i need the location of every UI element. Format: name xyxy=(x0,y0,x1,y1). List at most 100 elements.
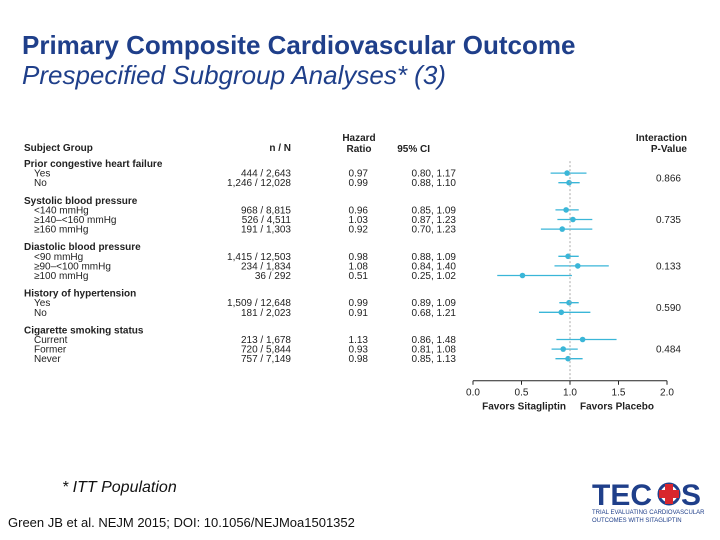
row-label: Never xyxy=(34,354,61,365)
row-nn: 234 / 1,834 xyxy=(241,261,291,272)
row-label: No xyxy=(34,178,47,189)
interaction-p-value: 0.133 xyxy=(656,261,681,272)
row-hr: 0.51 xyxy=(349,271,369,282)
logo-tagline-2: OUTCOMES WITH SITAGLIPTIN xyxy=(592,518,682,524)
row-label: <140 mmHg xyxy=(34,205,89,216)
group-label: Prior congestive heart failure xyxy=(24,159,163,170)
row-hr: 0.98 xyxy=(349,354,369,365)
hr-point xyxy=(566,179,572,186)
logo-text-left: TEC xyxy=(592,479,652,512)
row-hr: 1.03 xyxy=(349,215,369,226)
row-hr: 0.93 xyxy=(349,345,369,356)
logo-emblem-icon xyxy=(657,482,681,506)
row-label: No xyxy=(34,308,47,319)
row-hr: 0.96 xyxy=(349,205,369,216)
col-header-nn: n / N xyxy=(269,143,291,154)
row-label: ≥90–<100 mmHg xyxy=(34,261,111,272)
row-nn: 720 / 5,844 xyxy=(241,345,291,356)
row-ci: 0.88, 1.10 xyxy=(412,178,457,189)
interaction-p-value: 0.484 xyxy=(656,345,681,356)
row-hr: 0.98 xyxy=(349,252,369,263)
group-label: Diastolic blood pressure xyxy=(24,242,141,253)
row-ci: 0.88, 1.09 xyxy=(412,252,457,263)
row-ci: 0.85, 1.09 xyxy=(412,205,457,216)
col-header-subject-group: Subject Group xyxy=(24,143,93,154)
slide-subtitle: Prespecified Subgroup Analyses* (3) xyxy=(22,60,446,90)
interaction-p-value: 0.590 xyxy=(656,303,681,314)
row-ci: 0.86, 1.48 xyxy=(412,335,457,346)
row-hr: 0.92 xyxy=(349,225,369,236)
interaction-p-value: 0.735 xyxy=(656,215,681,226)
row-ci: 0.81, 1.08 xyxy=(412,345,457,356)
x-tick-label: 0.0 xyxy=(466,388,480,399)
row-hr: 1.08 xyxy=(349,261,369,272)
group-label: Systolic blood pressure xyxy=(24,196,138,207)
col-header-interaction: Interaction xyxy=(636,133,687,144)
row-nn: 1,415 / 12,503 xyxy=(227,252,291,263)
row-label: ≥100 mmHg xyxy=(34,271,88,282)
hr-point xyxy=(559,226,566,232)
row-ci: 0.80, 1.17 xyxy=(412,169,457,180)
hr-point xyxy=(565,355,571,362)
x-tick-label: 2.0 xyxy=(660,388,674,399)
interaction-p-value: 0.866 xyxy=(656,173,681,184)
row-ci: 0.85, 1.13 xyxy=(412,354,457,365)
row-nn: 757 / 7,149 xyxy=(241,354,291,365)
row-hr: 0.97 xyxy=(349,169,369,180)
row-ci: 0.70, 1.23 xyxy=(412,225,457,236)
citation: Green JB et al. NEJM 2015; DOI: 10.1056/… xyxy=(8,515,355,530)
col-header-hazard: Hazard xyxy=(342,133,375,144)
row-label: Yes xyxy=(34,169,50,180)
row-label: <90 mmHg xyxy=(34,252,83,263)
footnote: * ITT Population xyxy=(62,479,177,496)
row-ci: 0.89, 1.09 xyxy=(412,298,457,309)
row-ci: 0.84, 1.40 xyxy=(412,261,457,272)
hr-point xyxy=(564,170,570,176)
group-label: Cigarette smoking status xyxy=(24,325,144,336)
row-label: Former xyxy=(34,345,67,356)
slide-title: Primary Composite Cardiovascular Outcome xyxy=(22,30,576,60)
hr-point xyxy=(565,253,571,260)
row-nn: 213 / 1,678 xyxy=(241,335,291,346)
row-nn: 444 / 2,643 xyxy=(241,169,291,180)
logo-tagline-1: TRIAL EVALUATING CARDIOVASCULAR xyxy=(592,510,705,516)
row-label: ≥140–<160 mmHg xyxy=(34,215,116,226)
tecos-logo: TEC S TRIAL EVALUATING CARDIOVASCULAR OU… xyxy=(592,479,705,524)
hr-point xyxy=(563,207,569,213)
row-nn: 1,246 / 12,028 xyxy=(227,178,291,189)
row-hr: 0.99 xyxy=(349,298,369,309)
row-nn: 191 / 1,303 xyxy=(241,225,291,236)
hr-point xyxy=(574,263,581,269)
favors-sitagliptin-label: Favors Sitagliptin xyxy=(482,402,566,413)
row-nn: 1,509 / 12,648 xyxy=(227,298,291,309)
logo-text-right: S xyxy=(681,479,701,512)
row-ci: 0.87, 1.23 xyxy=(412,215,457,226)
col-header-ratio: Ratio xyxy=(347,144,372,155)
x-tick-label: 1.5 xyxy=(612,388,626,399)
row-hr: 0.99 xyxy=(349,178,369,189)
row-hr: 1.13 xyxy=(349,335,369,346)
row-hr: 0.91 xyxy=(349,308,369,319)
hr-point xyxy=(560,346,567,352)
hr-point xyxy=(519,272,526,279)
group-label: History of hypertension xyxy=(24,289,136,300)
row-label: ≥160 mmHg xyxy=(34,225,88,236)
row-ci: 0.25, 1.02 xyxy=(412,271,457,282)
row-nn: 181 / 2,023 xyxy=(241,308,291,319)
row-label: Yes xyxy=(34,298,50,309)
row-nn: 526 / 4,511 xyxy=(242,215,292,226)
favors-placebo-label: Favors Placebo xyxy=(580,402,654,413)
x-tick-label: 0.5 xyxy=(515,388,529,399)
hr-point xyxy=(566,299,572,306)
col-header-pvalue: P-Value xyxy=(651,144,688,155)
hr-point xyxy=(558,309,565,316)
row-ci: 0.68, 1.21 xyxy=(412,308,457,319)
hr-point xyxy=(579,336,586,343)
col-header-ci: 95% CI xyxy=(397,144,430,155)
x-tick-label: 1.0 xyxy=(563,388,577,399)
row-label: Current xyxy=(34,335,68,346)
row-nn: 968 / 8,815 xyxy=(241,205,291,216)
hr-point xyxy=(570,216,576,223)
row-nn: 36 / 292 xyxy=(255,271,292,282)
